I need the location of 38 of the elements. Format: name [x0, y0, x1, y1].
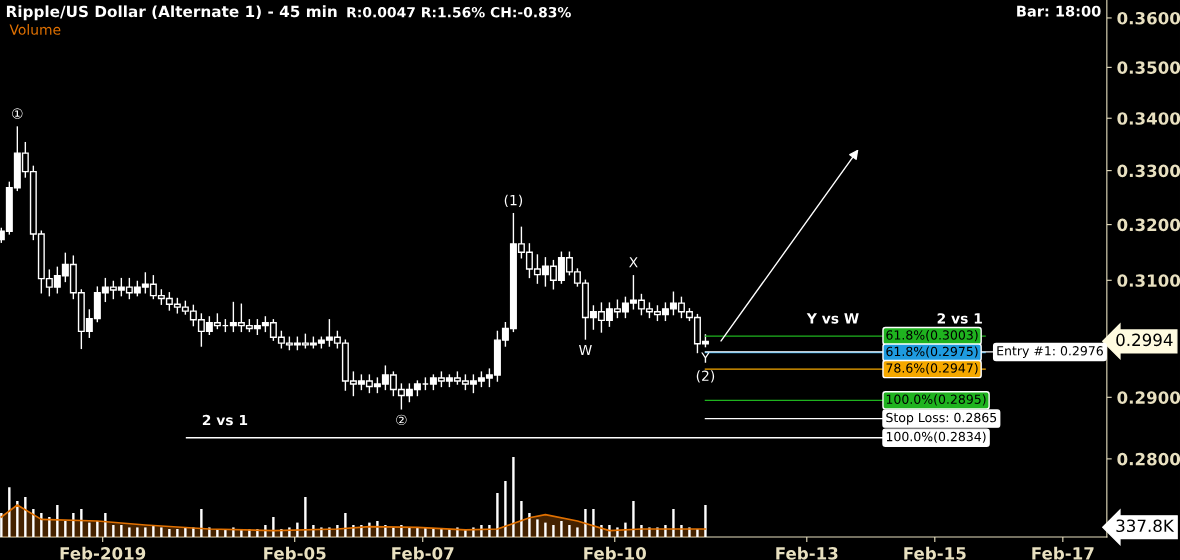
annotation: Bar: 18:00 [1017, 5, 1101, 17]
text: 0.2994 [1116, 333, 1173, 347]
y-tick-label: 0.3100 [1117, 274, 1180, 287]
y-tick-label: 0.3200 [1117, 218, 1180, 232]
ref-line-label: Stop Loss: 0.2865 [886, 412, 997, 425]
annotation: 2 vs 1 [937, 313, 982, 324]
annotation: X [629, 257, 638, 268]
annotation: (1) [504, 194, 523, 208]
ref-line-label: 61.8%(0.3003) [886, 330, 978, 342]
ref-line-label: Entry #1: 0.2976 [997, 346, 1103, 358]
annotation: (2) [696, 370, 715, 383]
y-tick-label: 0.3400 [1117, 112, 1180, 125]
annotation: ① [12, 108, 23, 119]
annotation: Y [701, 352, 710, 363]
chart-title: Volume [9, 24, 61, 35]
chart-title: Ripple/US Dollar (Alternate 1) - 45 min [6, 5, 337, 21]
x-tick-label: Feb-07 [392, 546, 454, 560]
y-tick-label: 0.3500 [1117, 61, 1180, 74]
y-tick-label: 0.2800 [1117, 452, 1180, 466]
text: 337.8K [1116, 519, 1175, 533]
y-tick-label: 0.3600 [1117, 11, 1180, 25]
annotation: Y vs W [806, 313, 859, 324]
ref-line-label: 78.6%(0.2947) [886, 363, 978, 375]
ref-line-label: 61.8%(0.2975) [886, 346, 978, 358]
annotation: 2 vs 1 [202, 414, 248, 426]
x-tick-label: Feb-05 [264, 546, 326, 560]
y-tick-label: 0.2900 [1117, 391, 1180, 404]
y-tick-label: 0.3300 [1117, 164, 1180, 178]
x-tick-label: Feb-10 [584, 546, 646, 560]
chart-subtitle: R:0.0047 R:1.56% CH:-0.83% [347, 6, 571, 18]
ref-line-label: 100.0%(0.2895) [886, 394, 986, 406]
x-tick-label: Feb-2019 [60, 546, 146, 560]
annotation: ② [396, 414, 407, 426]
x-tick-label: Feb-15 [904, 546, 966, 560]
x-tick-label: Feb-17 [1032, 546, 1094, 560]
annotation: W [579, 344, 592, 356]
ref-line-label: 100.0%(0.2834) [886, 431, 986, 443]
x-tick-label: Feb-13 [776, 546, 838, 560]
